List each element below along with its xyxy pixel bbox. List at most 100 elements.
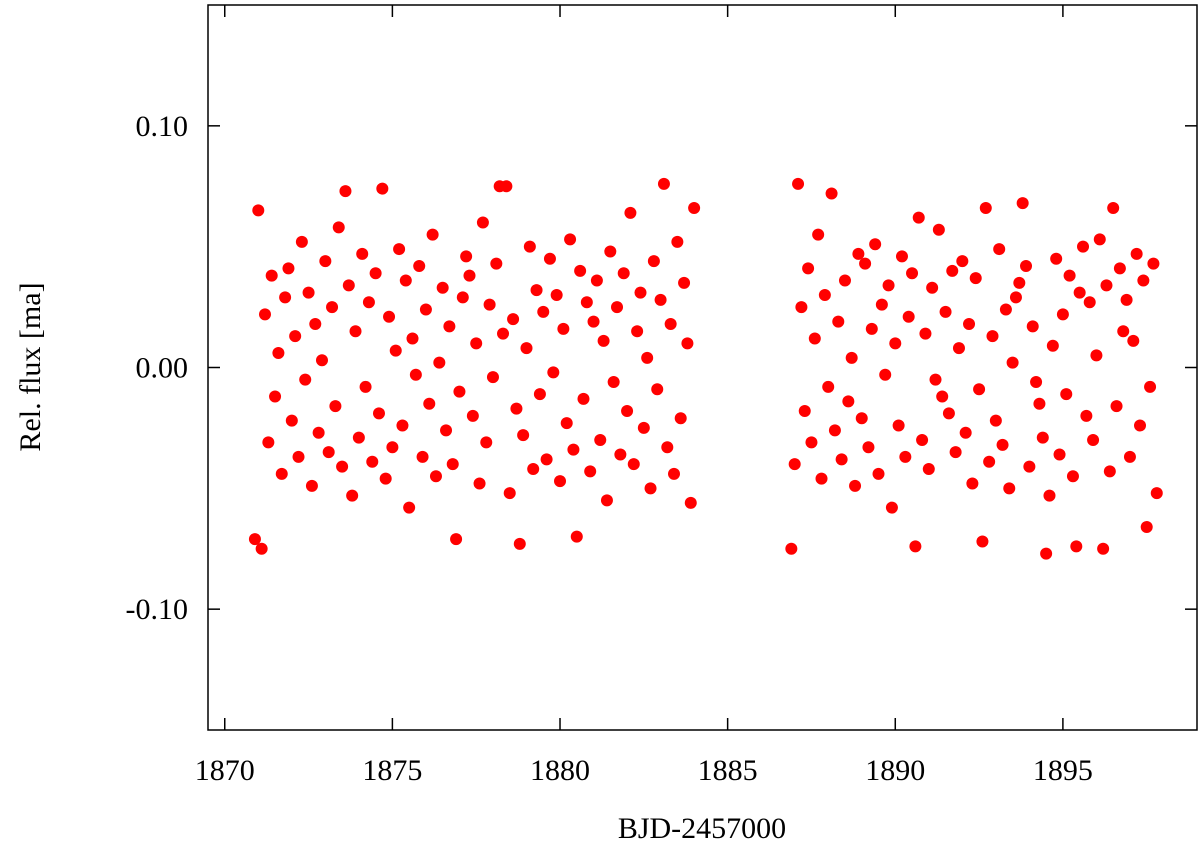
data-point bbox=[1087, 434, 1100, 446]
data-point bbox=[1050, 252, 1063, 265]
data-point bbox=[661, 441, 674, 454]
data-point bbox=[1113, 262, 1126, 275]
data-point bbox=[869, 238, 882, 251]
data-point bbox=[832, 315, 845, 328]
data-point bbox=[255, 542, 268, 555]
data-point bbox=[1150, 487, 1163, 500]
data-point bbox=[1053, 448, 1066, 461]
data-point bbox=[416, 450, 429, 463]
data-point bbox=[654, 293, 667, 306]
data-point bbox=[262, 436, 275, 449]
data-point bbox=[956, 255, 969, 268]
data-point bbox=[932, 223, 945, 236]
data-point bbox=[899, 450, 912, 463]
data-point bbox=[1040, 547, 1053, 560]
data-point bbox=[1130, 247, 1143, 260]
data-point bbox=[399, 274, 412, 287]
data-point bbox=[490, 257, 503, 270]
data-point bbox=[651, 383, 664, 396]
data-point bbox=[550, 289, 563, 301]
data-point bbox=[419, 303, 432, 316]
x-axis-label: BJD-2457000 bbox=[618, 812, 786, 845]
data-point bbox=[802, 262, 815, 275]
data-point bbox=[1016, 197, 1029, 210]
data-point bbox=[476, 216, 489, 229]
data-point bbox=[895, 250, 908, 263]
data-point bbox=[1080, 409, 1093, 422]
data-point bbox=[1070, 540, 1083, 553]
data-point bbox=[570, 530, 583, 543]
data-point bbox=[1107, 202, 1120, 214]
data-point bbox=[929, 373, 942, 386]
data-point bbox=[450, 533, 463, 546]
data-point bbox=[1056, 308, 1069, 321]
data-point bbox=[383, 310, 396, 323]
data-point bbox=[460, 250, 473, 263]
data-point bbox=[1073, 286, 1086, 299]
data-point bbox=[976, 535, 989, 548]
data-point bbox=[379, 472, 392, 485]
data-point bbox=[865, 322, 878, 335]
x-tick-label: 1895 bbox=[1033, 754, 1093, 787]
data-point bbox=[376, 182, 389, 195]
data-point bbox=[906, 267, 919, 280]
data-point bbox=[849, 479, 862, 492]
data-point bbox=[309, 318, 322, 330]
data-point bbox=[1097, 542, 1110, 555]
data-point bbox=[406, 332, 419, 345]
data-point bbox=[835, 453, 848, 466]
data-point bbox=[540, 453, 553, 466]
data-point bbox=[393, 243, 406, 256]
data-point bbox=[463, 269, 476, 282]
data-point bbox=[352, 431, 365, 444]
data-point bbox=[500, 180, 513, 193]
data-point bbox=[678, 276, 691, 289]
data-point bbox=[543, 252, 556, 265]
data-point bbox=[966, 477, 979, 490]
data-point bbox=[356, 247, 369, 260]
data-point bbox=[838, 274, 851, 287]
data-point bbox=[510, 402, 523, 415]
data-point bbox=[403, 501, 416, 514]
data-point bbox=[885, 501, 898, 514]
data-point bbox=[319, 255, 332, 268]
data-point bbox=[315, 354, 328, 367]
data-point bbox=[1043, 489, 1056, 502]
data-point bbox=[520, 342, 533, 355]
data-point bbox=[372, 407, 385, 420]
data-point bbox=[671, 235, 684, 248]
data-point bbox=[587, 315, 600, 328]
data-point bbox=[443, 320, 456, 333]
data-point bbox=[557, 322, 570, 335]
data-point bbox=[423, 397, 436, 410]
data-point bbox=[332, 221, 345, 234]
data-point bbox=[644, 482, 657, 495]
data-point bbox=[889, 337, 902, 350]
data-point bbox=[470, 337, 483, 350]
data-point bbox=[1036, 431, 1049, 444]
data-point bbox=[902, 310, 915, 323]
data-point bbox=[979, 202, 992, 214]
data-point bbox=[480, 436, 493, 449]
data-point bbox=[466, 409, 479, 422]
data-point bbox=[497, 327, 510, 340]
data-point bbox=[657, 177, 670, 190]
data-point bbox=[942, 407, 955, 420]
data-point bbox=[369, 267, 382, 280]
data-point bbox=[604, 245, 617, 258]
data-point bbox=[342, 279, 355, 292]
data-point bbox=[949, 446, 962, 459]
data-point bbox=[647, 255, 660, 268]
data-point bbox=[1120, 293, 1133, 306]
data-point bbox=[634, 286, 647, 299]
data-point bbox=[1026, 320, 1039, 333]
plot-area bbox=[248, 177, 1163, 560]
data-point bbox=[872, 467, 885, 480]
data-point bbox=[808, 332, 821, 345]
data-point bbox=[983, 455, 996, 468]
data-point bbox=[1100, 279, 1113, 292]
data-point bbox=[440, 424, 453, 437]
data-point bbox=[503, 487, 516, 500]
data-point bbox=[517, 429, 530, 442]
